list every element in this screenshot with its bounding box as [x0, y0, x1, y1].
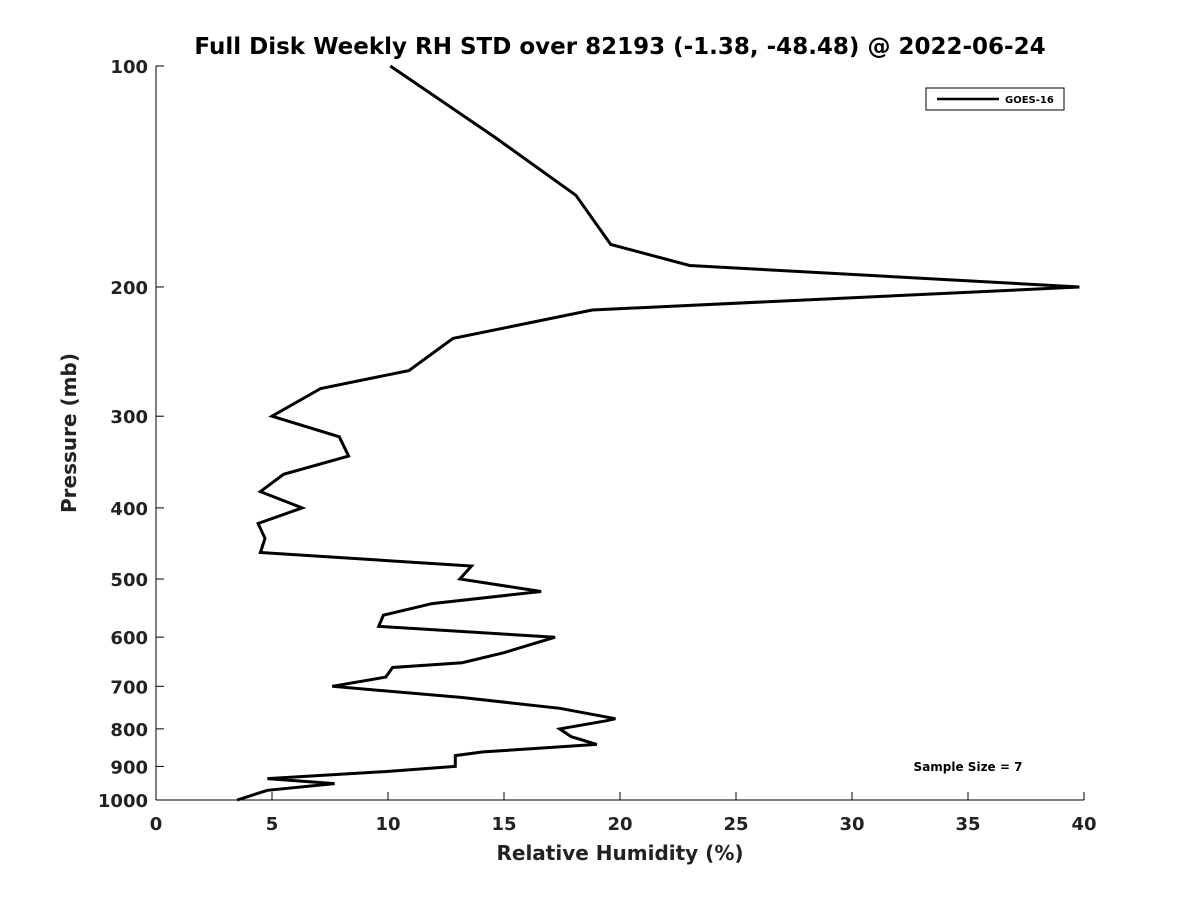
x-axis-label: Relative Humidity (%) — [496, 841, 743, 865]
x-axis-ticks: 0 5 10 15 20 25 30 35 40 — [150, 792, 1097, 835]
x-tick-label: 10 — [375, 814, 400, 835]
series-line-goes16 — [236, 64, 1080, 802]
legend-entry-goes16: GOES-16 — [1005, 95, 1054, 106]
x-tick-label: 30 — [839, 814, 864, 835]
x-tick-label: 40 — [1071, 814, 1096, 835]
y-tick-label: 700 — [110, 677, 148, 698]
sample-size-annotation: Sample Size = 7 — [914, 760, 1023, 774]
x-tick-label: 5 — [266, 814, 279, 835]
y-tick-label: 500 — [110, 570, 148, 591]
y-tick-label: 200 — [110, 278, 148, 299]
y-tick-label: 100 — [110, 57, 148, 78]
y-tick-label: 600 — [110, 628, 148, 649]
y-axis-ticks: 100 200 300 400 500 600 700 800 900 1000 — [98, 57, 164, 812]
y-tick-label: 800 — [110, 720, 148, 741]
y-tick-label: 300 — [110, 407, 148, 428]
y-axis-label: Pressure (mb) — [57, 353, 81, 513]
x-tick-label: 0 — [150, 814, 163, 835]
legend: GOES-16 — [925, 87, 1065, 111]
x-tick-label: 15 — [491, 814, 516, 835]
x-tick-label: 25 — [723, 814, 748, 835]
x-tick-label: 20 — [607, 814, 632, 835]
y-tick-label: 900 — [110, 757, 148, 778]
y-tick-label: 400 — [110, 499, 148, 520]
chart-title: Full Disk Weekly RH STD over 82193 (-1.3… — [194, 34, 1045, 60]
x-tick-label: 35 — [955, 814, 980, 835]
series-layer — [236, 64, 1080, 802]
y-tick-label: 1000 — [98, 791, 148, 812]
